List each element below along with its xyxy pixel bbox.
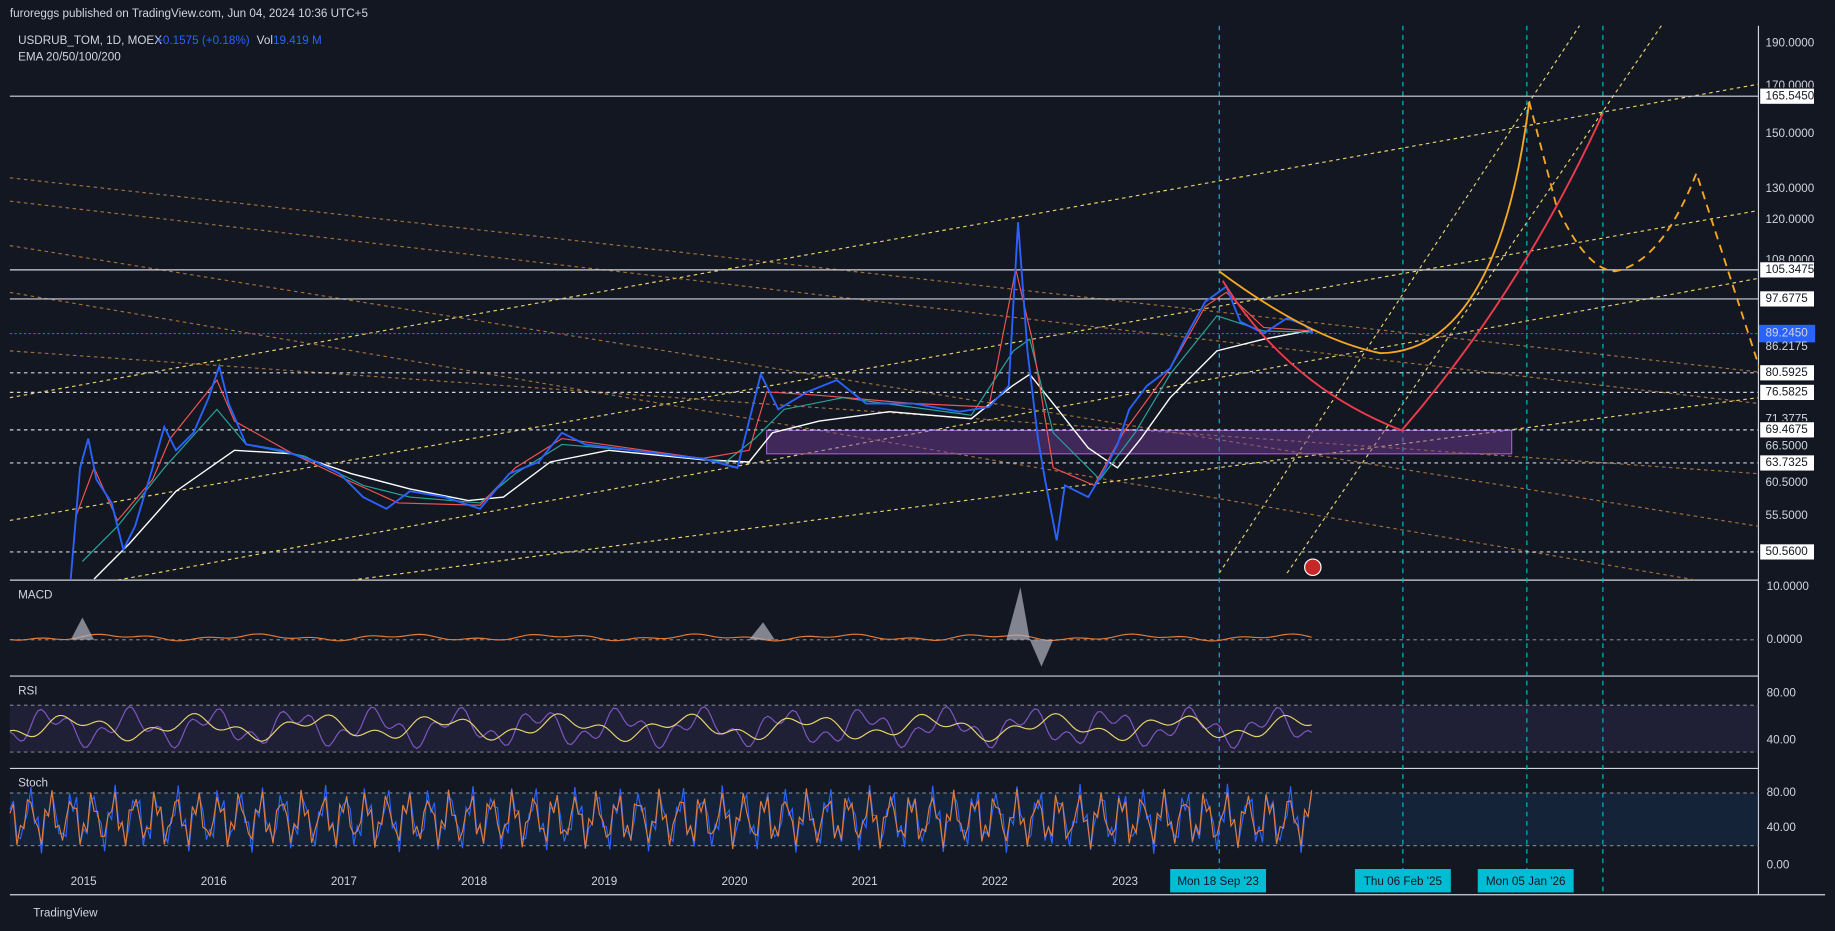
price-label-box	[1759, 261, 1816, 279]
price-label: 89.2450	[1765, 327, 1808, 340]
symbol: USDRUB_TOM, 1D, MOEX	[18, 34, 162, 47]
year-label: 2020	[721, 875, 748, 888]
price-label-box	[1759, 87, 1816, 105]
separators	[9, 25, 1826, 896]
pane-tick-label: 40.00	[1767, 821, 1797, 834]
rsi-ma	[9, 712, 1312, 743]
vol-label: Vol	[257, 34, 273, 47]
price-label: 150.0000	[1765, 127, 1814, 140]
pane-tick-label: 80.00	[1767, 687, 1797, 700]
rsi-label: RSI	[18, 684, 37, 697]
pane-tick-label: 0.00	[1767, 859, 1790, 872]
vol-value: 19.419 M	[273, 34, 322, 47]
price-label: 63.7325	[1765, 456, 1808, 469]
year-label: 2016	[201, 875, 227, 888]
price-label: 165.5450	[1765, 89, 1814, 102]
price-label-box	[1759, 364, 1816, 382]
price-label: 50.5600	[1765, 545, 1808, 558]
vertical-markers	[1218, 25, 1604, 895]
price-label: 120.0000	[1765, 213, 1814, 226]
price-label-box	[1759, 324, 1816, 343]
support-zone	[766, 429, 1513, 455]
pane-tick-label: 40.00	[1767, 733, 1797, 746]
rsi-line	[9, 705, 1312, 750]
price-label: 69.4675	[1765, 423, 1808, 436]
year-label: 2021	[852, 875, 878, 888]
price-label: 97.6775	[1765, 292, 1808, 305]
date-marker: Mon 05 Jan '26	[1486, 875, 1566, 888]
axes: 190.0000170.0000165.5450150.0000130.0000…	[71, 36, 1816, 893]
date-marker-box	[1354, 869, 1451, 893]
price-label: 86.2175	[1765, 340, 1808, 353]
date-marker: Thu 06 Feb '25	[1364, 875, 1443, 888]
price-label-box	[1759, 421, 1816, 439]
macd-spike	[1006, 587, 1054, 667]
date-marker: Mon 18 Sep '23	[1177, 875, 1259, 888]
stoch-label: Stoch	[18, 777, 48, 790]
pane-tick-label: 10.0000	[1767, 580, 1810, 593]
header-bar	[0, 0, 1835, 26]
price-line	[69, 222, 1314, 580]
year-label: 2019	[591, 875, 617, 888]
stoch-band	[9, 792, 1759, 846]
date-marker-box	[1170, 869, 1267, 893]
price-label: 130.0000	[1765, 182, 1814, 195]
indicator: EMA 20/50/100/200	[18, 50, 121, 63]
macd-line	[9, 633, 1312, 642]
rsi-band	[9, 705, 1759, 753]
price-label-box	[1759, 383, 1816, 402]
pane-tick-label: 80.00	[1767, 786, 1797, 799]
projection-dashed	[1528, 101, 1762, 373]
year-label: 2018	[461, 875, 487, 888]
projection-red	[1221, 113, 1604, 432]
header-title: furoreggs published on TradingView.com, …	[10, 7, 369, 20]
horizontal-levels	[9, 95, 1759, 553]
price-label: 60.5000	[1765, 476, 1808, 489]
stoch-d	[9, 788, 1313, 850]
year-label: 2017	[331, 875, 357, 888]
price-label: 55.5000	[1765, 509, 1808, 522]
price-label: 190.0000	[1765, 36, 1814, 49]
price-label: 105.3475	[1765, 263, 1814, 276]
macd-label: MACD	[18, 588, 52, 601]
price-label-box	[1759, 543, 1816, 561]
price-label: 80.5925	[1765, 366, 1808, 379]
price-label: 76.5825	[1765, 385, 1808, 398]
oscillators	[9, 587, 1313, 854]
price-label: 66.5000	[1765, 440, 1808, 453]
year-label: 2022	[982, 875, 1008, 888]
projection-orange	[1218, 101, 1531, 355]
price-label-box	[1759, 290, 1816, 308]
footer-brand: TradingView	[33, 907, 98, 920]
year-label: 2015	[71, 875, 98, 888]
date-marker-box	[1477, 869, 1574, 893]
pane-tick-label: 0.0000	[1767, 633, 1803, 646]
year-label: 2023	[1112, 875, 1138, 888]
change: +0.1575 (+0.18%)	[156, 34, 250, 47]
price-label-box	[1759, 454, 1816, 472]
ema-20	[76, 268, 1313, 522]
event-icon	[1304, 558, 1322, 577]
